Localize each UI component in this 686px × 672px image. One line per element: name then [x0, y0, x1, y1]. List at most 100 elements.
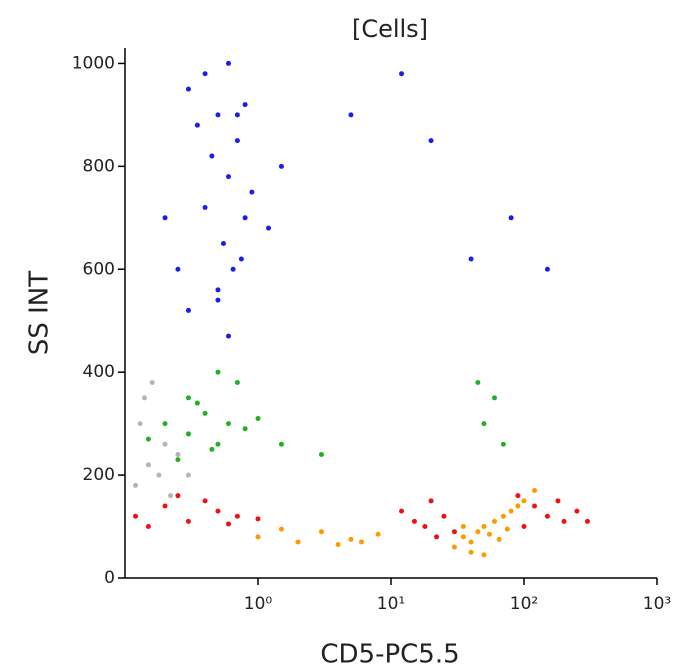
- point: [295, 539, 301, 545]
- point: [162, 503, 168, 509]
- point: [500, 441, 506, 447]
- point: [278, 441, 284, 447]
- point: [544, 266, 550, 272]
- x-tick-label: 10¹: [377, 594, 405, 614]
- point: [175, 452, 181, 458]
- point: [358, 539, 364, 545]
- point: [202, 410, 208, 416]
- point: [162, 441, 168, 447]
- point: [468, 256, 474, 262]
- point: [137, 421, 143, 427]
- point: [255, 516, 261, 522]
- point: [460, 534, 466, 540]
- point: [194, 122, 200, 128]
- point: [185, 307, 191, 313]
- point: [242, 102, 248, 108]
- chart-title: [Cells]: [352, 15, 428, 43]
- point: [215, 297, 221, 303]
- point: [500, 513, 506, 519]
- point: [451, 544, 457, 550]
- point: [234, 112, 240, 118]
- point: [133, 482, 139, 488]
- point: [335, 542, 341, 548]
- point: [215, 112, 221, 118]
- point: [234, 138, 240, 144]
- point: [202, 205, 208, 211]
- point: [504, 526, 510, 532]
- point: [468, 549, 474, 555]
- point: [481, 552, 487, 558]
- point: [561, 518, 567, 524]
- x-tick-label: 10⁰: [244, 594, 273, 614]
- point: [574, 508, 580, 514]
- point: [209, 153, 215, 159]
- point: [215, 287, 221, 293]
- y-tick-label: 800: [83, 156, 115, 176]
- point: [441, 513, 447, 519]
- point: [481, 524, 487, 530]
- point: [220, 241, 226, 247]
- y-axis-label: SS INT: [25, 271, 55, 355]
- point: [185, 472, 191, 478]
- point: [491, 395, 497, 401]
- point: [318, 529, 324, 535]
- point: [234, 513, 240, 519]
- point: [185, 431, 191, 437]
- point: [185, 86, 191, 92]
- point: [149, 379, 155, 385]
- point: [584, 518, 590, 524]
- point: [162, 215, 168, 221]
- point: [375, 531, 381, 537]
- point: [318, 452, 324, 458]
- point: [486, 531, 492, 537]
- point: [428, 498, 434, 504]
- point: [175, 493, 181, 499]
- point: [532, 503, 538, 509]
- point: [175, 266, 181, 272]
- point: [555, 498, 561, 504]
- point: [532, 488, 538, 494]
- point: [225, 333, 231, 339]
- point: [496, 536, 502, 542]
- point: [225, 521, 231, 527]
- point: [230, 266, 236, 272]
- point: [399, 71, 405, 77]
- point: [185, 518, 191, 524]
- point: [411, 518, 417, 524]
- y-tick-label: 600: [83, 259, 115, 279]
- point: [544, 513, 550, 519]
- point: [225, 60, 231, 66]
- point: [278, 163, 284, 169]
- point: [133, 513, 139, 519]
- point: [156, 472, 162, 478]
- point: [399, 508, 405, 514]
- point: [215, 508, 221, 514]
- point: [521, 524, 527, 530]
- y-tick-label: 400: [83, 362, 115, 382]
- point: [141, 395, 147, 401]
- point: [468, 539, 474, 545]
- point: [242, 215, 248, 221]
- point: [202, 71, 208, 77]
- point: [508, 215, 514, 221]
- point: [215, 369, 221, 375]
- point: [460, 524, 466, 530]
- y-tick-label: 0: [104, 568, 115, 588]
- point: [249, 189, 255, 195]
- point: [428, 138, 434, 144]
- point: [348, 536, 354, 542]
- y-tick-label: 1000: [72, 53, 115, 73]
- point: [145, 462, 151, 468]
- point: [266, 225, 272, 231]
- point: [225, 174, 231, 180]
- point: [215, 441, 221, 447]
- point: [175, 457, 181, 463]
- point: [145, 524, 151, 530]
- point: [481, 421, 487, 427]
- point: [491, 518, 497, 524]
- point: [348, 112, 354, 118]
- y-tick-label: 200: [83, 465, 115, 485]
- point: [521, 498, 527, 504]
- point: [255, 534, 261, 540]
